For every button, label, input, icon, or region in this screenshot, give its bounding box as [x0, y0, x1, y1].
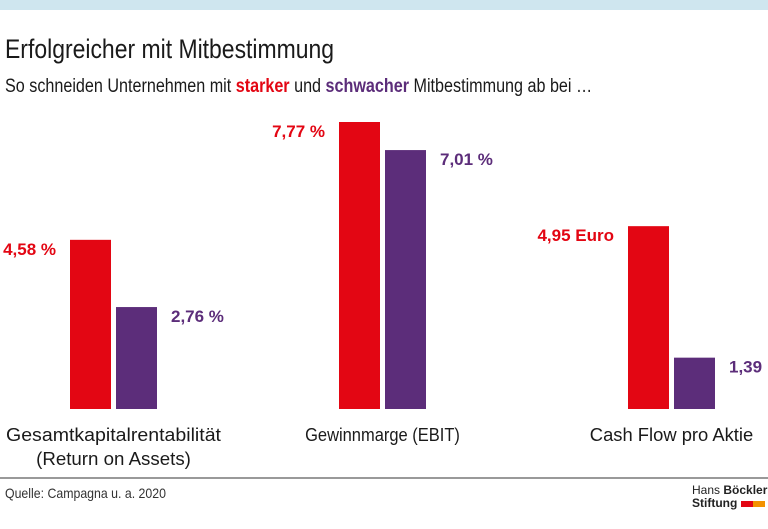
subtitle-text: Mitbestimmung ab bei … — [409, 76, 593, 97]
subtitle-text: und — [289, 76, 326, 97]
bar-starker-2 — [628, 226, 669, 409]
data-label: 7,01 % — [440, 150, 493, 169]
data-label: 4,58 % — [3, 240, 56, 259]
category-label: Cash Flow pro Aktie — [590, 425, 753, 445]
chart-title: Erfolgreicher mit Mitbestimmung — [5, 34, 335, 64]
top-bar — [0, 0, 768, 10]
data-label: 1,39 — [729, 358, 762, 377]
bar-chart: 4,58 % 2,76 % Gesamtkapitalrentabilität (Re… — [3, 122, 762, 469]
category-label: Gesamtkapitalrentabilität — [6, 425, 221, 445]
data-label: 2,76 % — [171, 307, 224, 326]
bar-schwacher-2 — [674, 357, 715, 409]
bar-starker-0 — [70, 239, 111, 409]
footer-divider — [0, 477, 768, 479]
category-label: (Return on Assets) — [36, 449, 191, 469]
legend-weak: schwacher — [325, 76, 410, 97]
legend-strong: starker — [235, 76, 290, 97]
source-note: Quelle: Campagna u. a. 2020 — [5, 485, 166, 501]
bar-schwacher-1 — [385, 150, 426, 409]
subtitle-text: So schneiden Unternehmen mit — [5, 76, 236, 97]
data-label: 4,95 Euro — [537, 226, 614, 245]
chart-subtitle: So schneiden Unternehmen mit starker und… — [5, 76, 592, 98]
bar-schwacher-0 — [116, 307, 157, 409]
logo: Hans Böckler Stiftung — [692, 483, 768, 510]
data-label: 7,77 % — [272, 122, 325, 141]
category-label: Gewinnmarge (EBIT) — [305, 425, 460, 445]
bar-starker-1 — [339, 122, 380, 409]
